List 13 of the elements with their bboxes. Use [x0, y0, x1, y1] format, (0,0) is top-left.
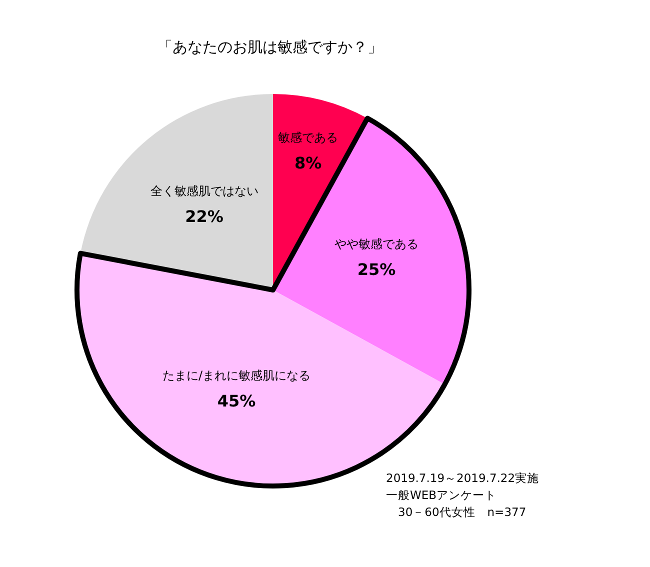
data-label: 22% — [185, 206, 224, 226]
slice-label: 全く敏感肌ではない — [150, 184, 258, 198]
slice-label: やや敏感である — [334, 236, 419, 251]
data-label: 45% — [217, 391, 256, 410]
text: 2019.7.19～2019.7.22実施 — [386, 471, 540, 485]
chart-title: 「あなたのお肌は敏感ですか？」 — [158, 38, 382, 56]
slice-label: 敏感である — [278, 130, 338, 144]
slice-label: たまに/まれに敏感肌になる — [162, 368, 311, 382]
text: 30－60代女性 n=377 — [386, 505, 526, 519]
pie-slice — [80, 94, 273, 290]
data-label: 8% — [294, 153, 322, 172]
text: 一般WEBアンケート — [386, 488, 497, 502]
data-label: 25% — [357, 260, 396, 279]
